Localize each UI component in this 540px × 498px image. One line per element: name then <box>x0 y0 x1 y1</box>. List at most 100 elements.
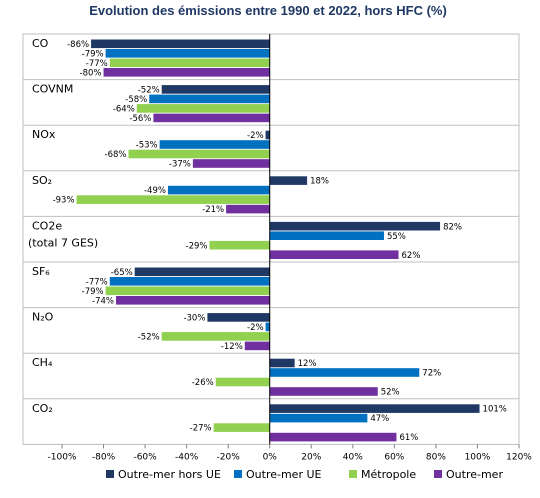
bar <box>269 231 384 240</box>
data-label: 18% <box>310 177 329 187</box>
bar <box>192 159 270 168</box>
bar <box>134 267 270 277</box>
legend-swatch <box>349 470 357 478</box>
bar <box>269 176 308 185</box>
category-label: SO₂ <box>32 174 52 187</box>
bar <box>109 277 270 286</box>
bar <box>213 423 270 432</box>
bar <box>91 39 270 49</box>
data-label: 12% <box>298 359 317 369</box>
category-label: COVNM <box>32 83 73 96</box>
category-label: SF₆ <box>32 265 50 278</box>
data-label: -77% <box>86 277 108 287</box>
legend-label: Outre-mer <box>446 468 503 481</box>
bar <box>136 104 270 113</box>
bar <box>109 58 270 68</box>
bar <box>128 149 270 159</box>
data-label: -21% <box>202 205 224 215</box>
bar <box>265 322 270 332</box>
data-label: -12% <box>221 342 243 352</box>
bar <box>76 195 270 204</box>
x-tick-label: 20% <box>301 452 321 462</box>
x-tick-label: 120% <box>506 452 532 462</box>
plot-border <box>22 33 520 445</box>
bar <box>226 204 270 214</box>
data-label: -2% <box>247 323 264 333</box>
bar <box>209 240 270 250</box>
category-label: CO <box>32 37 49 50</box>
data-label: -56% <box>129 114 151 124</box>
x-tick-label: -20% <box>217 452 241 462</box>
bar <box>265 130 270 140</box>
category-label: N₂O <box>32 311 54 324</box>
bar <box>105 286 270 296</box>
data-label: 61% <box>399 433 418 443</box>
data-label: -53% <box>136 141 158 151</box>
legend-swatch <box>234 470 242 478</box>
bar <box>149 94 270 104</box>
data-label: -93% <box>53 196 75 206</box>
legend-swatch <box>106 470 114 478</box>
x-tick-label: 40% <box>343 452 363 462</box>
legend-label: Outre-mer UE <box>246 468 322 481</box>
data-label: -80% <box>80 68 102 78</box>
bar <box>105 49 270 58</box>
plot-area: CO COVNM NOx SO₂ CO2e (total 7 GES) SF₆ N₂O CH₄ C… <box>22 33 532 462</box>
data-label: 72% <box>422 369 441 379</box>
x-tick-label: 80% <box>426 452 446 462</box>
x-tick-label: -40% <box>175 452 199 462</box>
data-label: -79% <box>82 49 104 59</box>
data-label: 101% <box>483 405 507 415</box>
x-tick-label: 100% <box>465 452 491 462</box>
data-label: -86% <box>67 40 89 50</box>
bar <box>269 432 397 442</box>
category-label: CO2e <box>32 219 62 232</box>
data-label: -79% <box>82 287 104 297</box>
x-tick-label: -60% <box>133 452 157 462</box>
data-label: -30% <box>183 314 205 324</box>
bar <box>269 404 480 413</box>
data-label: -52% <box>138 86 160 96</box>
x-tick-label: -100% <box>48 452 77 462</box>
data-label: 82% <box>443 222 462 232</box>
bar <box>244 341 270 351</box>
x-tick-label: 60% <box>384 452 404 462</box>
data-label: -49% <box>144 186 166 196</box>
bar <box>269 358 295 368</box>
legend-label: Métropole <box>361 468 416 481</box>
legend: Outre-mer hors UE Outre-mer UE Métropole Ou… <box>106 468 503 481</box>
legend-swatch <box>434 470 442 478</box>
category-label: NOx <box>32 128 56 141</box>
bar <box>207 313 270 322</box>
data-label: -29% <box>186 241 208 251</box>
data-label: -26% <box>192 378 214 388</box>
category-label-line2: (total 7 GES) <box>28 236 98 249</box>
bar <box>116 296 270 305</box>
data-label: -2% <box>247 131 264 141</box>
bar <box>215 377 270 387</box>
bar <box>161 332 270 341</box>
data-label: -52% <box>138 333 160 343</box>
bar <box>269 413 368 423</box>
bar <box>161 85 270 94</box>
data-label: -64% <box>113 105 135 115</box>
data-label: 62% <box>402 251 421 261</box>
x-tick-label: -80% <box>92 452 116 462</box>
data-label: 55% <box>387 232 406 242</box>
bar <box>103 68 270 77</box>
data-label: -74% <box>92 296 114 306</box>
bar <box>269 368 420 377</box>
bar <box>269 221 441 231</box>
data-label: -37% <box>169 160 191 170</box>
legend-label: Outre-mer hors UE <box>118 468 221 481</box>
data-label: -58% <box>125 95 147 105</box>
bar <box>159 140 270 149</box>
bar <box>269 387 378 396</box>
data-label: 47% <box>370 414 389 424</box>
bar <box>269 250 399 259</box>
data-label: -77% <box>86 59 108 69</box>
data-label: 52% <box>381 388 400 398</box>
data-label: -68% <box>105 150 127 160</box>
chart-title: Evolution des émissions entre 1990 et 20… <box>89 3 447 18</box>
